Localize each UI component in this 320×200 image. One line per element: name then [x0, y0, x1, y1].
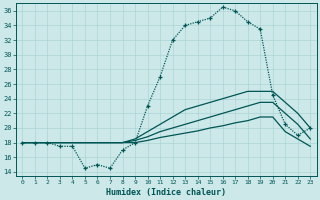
- X-axis label: Humidex (Indice chaleur): Humidex (Indice chaleur): [106, 188, 226, 197]
